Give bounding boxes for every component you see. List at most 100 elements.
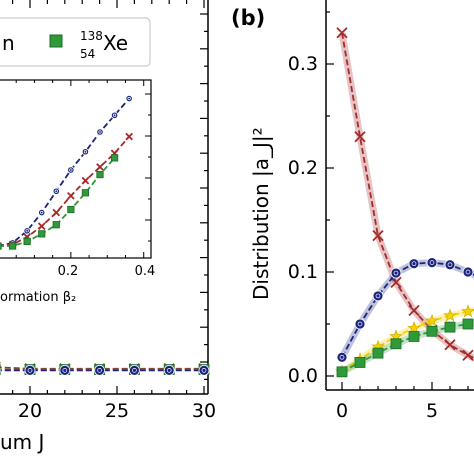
- inset-point-square: [23, 237, 31, 246]
- panel-label-b: (b): [231, 6, 265, 30]
- right-line-circle: [341, 261, 474, 358]
- right-point-circle-dot: [375, 293, 381, 299]
- left-point-circle: [59, 364, 71, 376]
- right-point-star: [443, 308, 457, 322]
- inset-point-circle-dot: [98, 130, 102, 134]
- inset-point-square: [67, 205, 75, 214]
- left-x-tick-label-25: 25: [105, 400, 129, 422]
- right-point-circle-dot: [429, 260, 435, 265]
- inset-point-square: [0, 242, 2, 250]
- inset-point-circle-dot: [54, 189, 58, 193]
- inset-point-x: [81, 176, 90, 185]
- left-point-circle-dot: [27, 368, 33, 373]
- right-point-circle: [390, 267, 402, 279]
- left-series: [0, 362, 210, 376]
- right-point-square: [390, 338, 402, 350]
- inset-point-square: [96, 170, 104, 179]
- left-point-circle-dot: [201, 368, 207, 373]
- inset-point-square: [52, 221, 60, 229]
- right-y-tick-label-0.3: 0.3: [288, 53, 318, 75]
- inset-ticks: [15, 80, 151, 258]
- right-point-x: [336, 27, 348, 39]
- inset: 0.2 0.4 ormation β₂: [0, 79, 156, 305]
- right-point-star: [425, 313, 439, 327]
- right-point-square: [354, 357, 366, 368]
- legend-frame: [0, 17, 151, 67]
- legend-xe-marker: [49, 34, 63, 48]
- left-point-circle: [24, 364, 36, 376]
- left-point-circle: [128, 364, 140, 376]
- inset-line-circle: [0, 97, 130, 247]
- left-x-axis-label: um J: [0, 430, 44, 454]
- inset-point-x: [67, 192, 75, 200]
- right-point-star: [461, 304, 474, 318]
- left-point-circle: [163, 364, 175, 376]
- inset-point-circle-dot: [69, 168, 73, 172]
- inset-series: [0, 94, 133, 250]
- right-x-tick-label-5: 5: [426, 400, 438, 422]
- right-point-x: [462, 349, 474, 361]
- right-point-square: [336, 366, 348, 378]
- right-y-axis-label: Distribution |a_J|²: [249, 127, 273, 300]
- right-series: [335, 27, 474, 378]
- right-point-circle-dot: [411, 261, 417, 267]
- inset-x-tick-label-0.4: 0.4: [135, 264, 156, 279]
- right-point-circle-dot: [465, 269, 471, 275]
- right-point-circle: [336, 351, 348, 363]
- right-point-x: [354, 131, 366, 143]
- right-point-circle: [444, 259, 456, 271]
- left-point-circle-dot: [166, 368, 172, 373]
- right-line-square: [341, 322, 474, 373]
- inset-point-x: [37, 222, 46, 231]
- inset-point-circle: [23, 227, 31, 235]
- legend: n 138 54 Xe: [0, 17, 151, 67]
- inset-point-circle-dot: [112, 113, 117, 117]
- left-x-tick-label-20: 20: [18, 400, 42, 422]
- inset-x-axis-label: ormation β₂: [0, 290, 76, 305]
- left-point-circle: [198, 364, 210, 376]
- right-point-square: [372, 347, 384, 359]
- inset-point-circle: [67, 166, 75, 174]
- left-point-circle-dot: [97, 368, 102, 373]
- right-point-circle-dot: [393, 270, 399, 276]
- left-point-circle: [94, 364, 105, 376]
- inset-point-circle: [125, 94, 133, 103]
- legend-entry-fragment: n: [2, 31, 15, 55]
- left-point-circle-dot: [62, 368, 68, 373]
- right-point-circle: [354, 318, 366, 330]
- right-line-star: [341, 309, 474, 373]
- inset-point-circle-dot: [127, 96, 131, 101]
- right-point-square: [462, 318, 474, 330]
- right-point-square: [408, 331, 420, 342]
- inset-point-circle-dot: [25, 229, 29, 233]
- legend-xe-symbol: Xe: [103, 31, 128, 55]
- inset-point-x: [125, 132, 133, 141]
- right-point-x: [444, 339, 456, 351]
- left-panel: 20 25 30 um J n 138 54 Xe 0.2 0.4 ormati…: [0, 0, 216, 454]
- inset-point-x: [52, 208, 61, 217]
- right-y-tick-label-0.2: 0.2: [288, 157, 318, 179]
- inset-point-circle: [110, 111, 119, 119]
- right-panel: (b) 0.0 0.1 0.2 0.3 0 5 Distribution |a_…: [231, 0, 474, 422]
- right-point-x: [390, 276, 402, 289]
- right-point-circle: [408, 258, 420, 270]
- inset-point-square: [81, 189, 90, 197]
- inset-x-tick-label-0.2: 0.2: [58, 264, 79, 279]
- inset-point-square: [110, 154, 119, 162]
- inset-point-square: [8, 242, 17, 250]
- left-x-tick-label-30: 30: [192, 400, 216, 422]
- right-point-x: [408, 304, 420, 317]
- right-point-square: [444, 321, 456, 333]
- right-y-tick-label-0.0: 0.0: [288, 365, 318, 387]
- right-point-star: [407, 320, 421, 334]
- inset-frame: [0, 79, 152, 259]
- left-axis-ticks: [12, 0, 208, 394]
- legend-xe-z: 54: [80, 47, 95, 61]
- right-point-circle: [426, 257, 438, 269]
- inset-point-circle-dot: [40, 210, 44, 215]
- inset-point-circle-dot: [83, 150, 88, 154]
- right-point-square: [426, 325, 438, 337]
- right-point-circle-dot: [357, 321, 363, 327]
- legend-xe-mass: 138: [80, 29, 103, 43]
